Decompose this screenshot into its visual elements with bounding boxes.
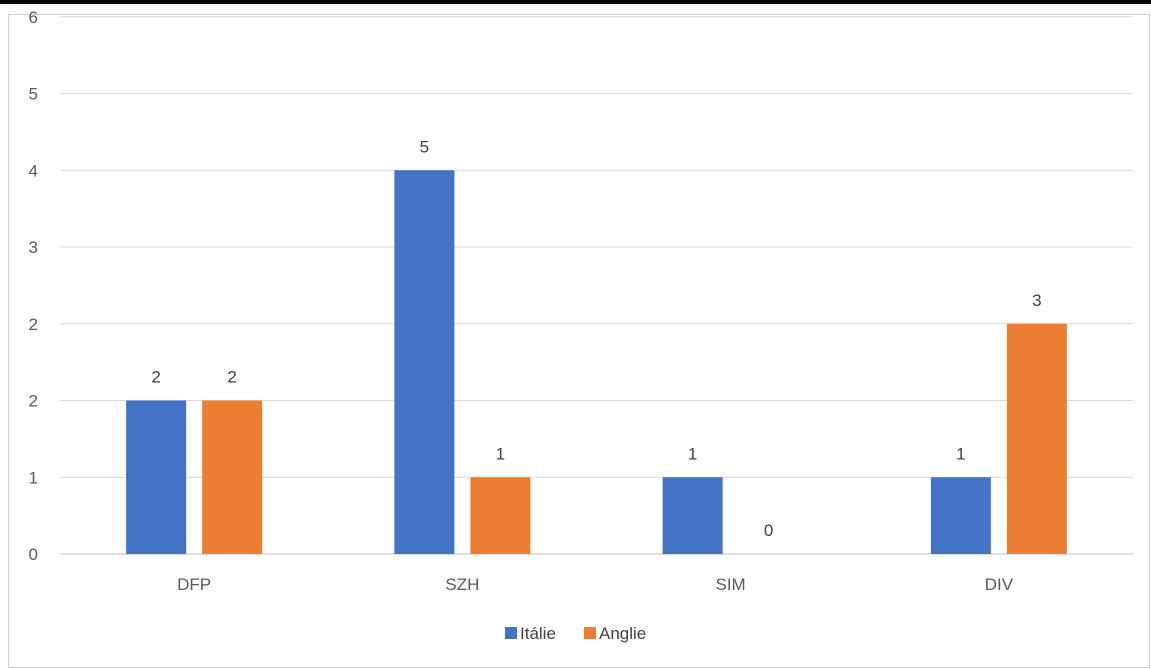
y-tick-label: 0: [29, 545, 38, 564]
data-label: 0: [764, 521, 773, 540]
y-tick-label: 2: [29, 315, 38, 334]
data-label: 1: [956, 444, 965, 463]
x-axis-ticks: DFP SZH SIM DIV: [177, 575, 1014, 594]
y-tick-label: 2: [29, 392, 38, 411]
bar-szh-anglie: [470, 477, 531, 554]
y-tick-label: 6: [29, 8, 38, 27]
bar-sim-italie: [662, 477, 723, 554]
x-tick-label: DFP: [177, 575, 211, 594]
y-axis-ticks: 0 1 2 2 3 4 5 6: [29, 8, 38, 564]
top-rule: [0, 0, 1151, 4]
data-label: 1: [688, 444, 697, 463]
legend-swatch: [584, 627, 596, 639]
bar-dfp-italie: [126, 400, 187, 554]
y-tick-label: 3: [29, 238, 38, 257]
y-tick-label: 5: [29, 85, 38, 104]
x-tick-label: SIM: [716, 575, 746, 594]
bar-dfp-anglie: [202, 400, 263, 554]
bar-szh-italie: [394, 170, 455, 554]
y-tick-label: 1: [29, 468, 38, 487]
data-labels: 2 2 5 1 1 0 1 3: [151, 137, 1041, 540]
y-tick-label: 4: [29, 161, 38, 180]
data-label: 2: [227, 368, 236, 387]
data-label: 2: [151, 368, 160, 387]
chart-frame: [8, 14, 1150, 668]
bar-div-anglie: [1006, 323, 1067, 554]
data-label: 3: [1032, 291, 1041, 310]
bars: [126, 170, 1067, 554]
legend-label: Anglie: [599, 624, 646, 643]
legend-label: Itálie: [520, 624, 556, 643]
x-tick-label: DIV: [985, 575, 1014, 594]
legend-swatch: [505, 627, 517, 639]
data-label: 5: [420, 137, 429, 156]
data-label: 1: [496, 444, 505, 463]
legend: Itálie Anglie: [505, 624, 646, 643]
bar-div-italie: [930, 477, 991, 554]
x-tick-label: SZH: [445, 575, 479, 594]
